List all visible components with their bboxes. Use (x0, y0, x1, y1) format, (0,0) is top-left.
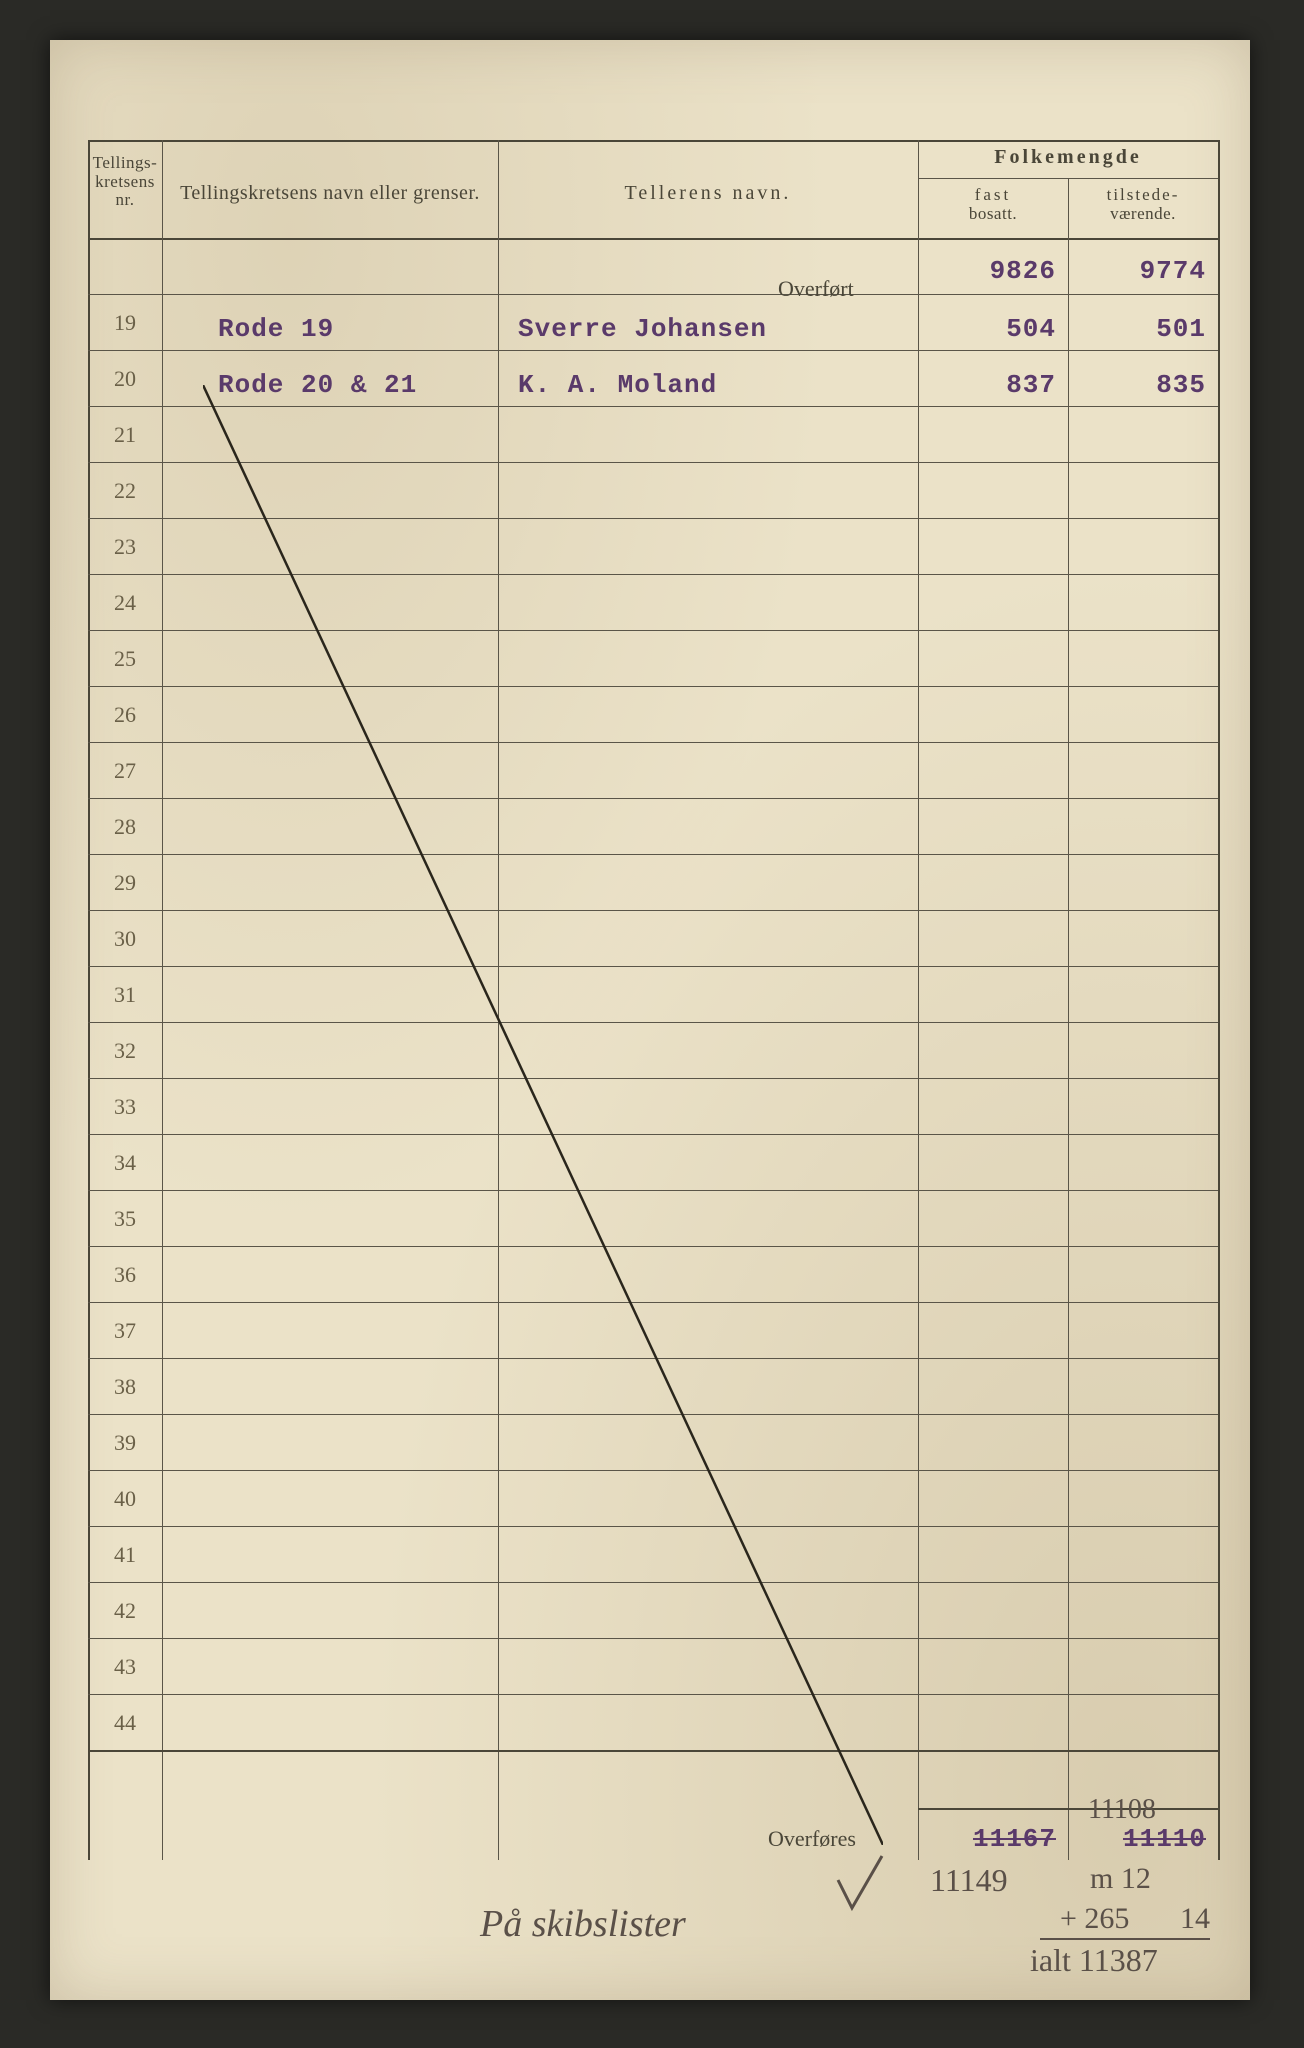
overfores-tilstede-above: 11108 (1088, 1794, 1156, 1826)
overfort-tilstede: 9774 (1076, 256, 1206, 286)
row-number: 40 (88, 1486, 162, 1512)
crossout-line (203, 385, 883, 1845)
row-number: 21 (88, 422, 162, 448)
pencil-note-left: På skibslister (480, 1902, 686, 1946)
header-col4: fast bosatt. (918, 186, 1068, 223)
row-number: 42 (88, 1598, 162, 1624)
checkmark-icon (830, 1850, 890, 1920)
sum-rule (1040, 1938, 1210, 1940)
row-number: 33 (88, 1094, 162, 1120)
row-number: 43 (88, 1654, 162, 1680)
row-number: 29 (88, 870, 162, 896)
census-table: Tellings- kretsens nr. Tellingskretsens … (88, 140, 1218, 1860)
row-number: 19 (88, 310, 162, 336)
header-col5: tilstede- værende. (1068, 186, 1218, 223)
header-group-folkemengde: Folkemengde (918, 146, 1218, 169)
header-col3: Tellerens navn. (498, 182, 918, 205)
row-navn: Rode 20 & 21 (218, 370, 417, 400)
overfores-fast-struck: 11167 (926, 1824, 1056, 1854)
header-col1: Tellings- kretsens nr. (88, 154, 162, 210)
row-number: 34 (88, 1150, 162, 1176)
row-number: 24 (88, 590, 162, 616)
row-number: 38 (88, 1374, 162, 1400)
row-teller: K. A. Moland (518, 370, 717, 400)
row-number: 35 (88, 1206, 162, 1232)
row-number: 27 (88, 758, 162, 784)
pencil-add-right: 14 (1180, 1902, 1210, 1936)
row-number: 39 (88, 1430, 162, 1456)
row-tilstede: 835 (1076, 370, 1206, 400)
row-number: 32 (88, 1038, 162, 1064)
row-teller: Sverre Johansen (518, 314, 767, 344)
overfort-fast: 9826 (926, 256, 1056, 286)
pencil-fast: 11149 (930, 1862, 1008, 1899)
row-fast: 837 (926, 370, 1056, 400)
row-tilstede: 501 (1076, 314, 1206, 344)
row-fast: 504 (926, 314, 1056, 344)
pencil-m-note: m 12 (1090, 1862, 1151, 1896)
header-col2: Tellingskretsens navn eller grenser. (162, 182, 498, 205)
row-number: 36 (88, 1262, 162, 1288)
row-number: 25 (88, 646, 162, 672)
row-number: 28 (88, 814, 162, 840)
label-overfores: Overføres (768, 1826, 856, 1852)
row-number: 22 (88, 478, 162, 504)
document-page: Tellings- kretsens nr. Tellingskretsens … (50, 40, 1250, 2000)
pencil-sum: ialt 11387 (1030, 1942, 1158, 1979)
row-number: 30 (88, 926, 162, 952)
row-number: 31 (88, 982, 162, 1008)
row-number: 20 (88, 366, 162, 392)
row-number: 23 (88, 534, 162, 560)
row-number: 26 (88, 702, 162, 728)
overfores-tilstede-struck: 11110 (1076, 1824, 1206, 1854)
pencil-add: + 265 (1060, 1902, 1129, 1936)
label-overfort: Overført (778, 276, 854, 302)
row-navn: Rode 19 (218, 314, 334, 344)
row-number: 37 (88, 1318, 162, 1344)
row-number: 41 (88, 1542, 162, 1568)
row-number: 44 (88, 1710, 162, 1736)
